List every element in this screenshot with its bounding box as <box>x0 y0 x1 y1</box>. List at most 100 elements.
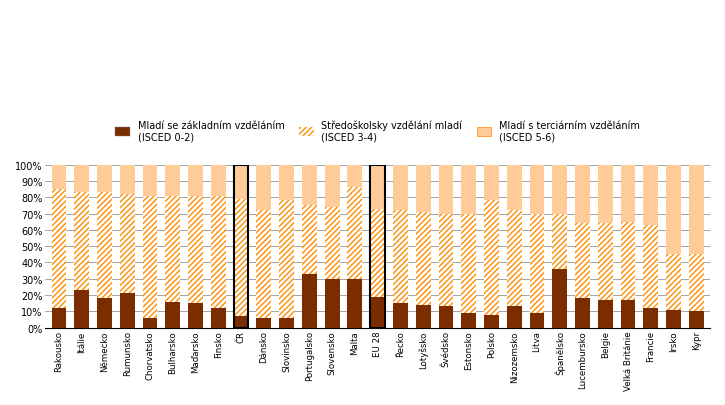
Bar <box>415 165 431 212</box>
Bar <box>666 310 681 328</box>
Bar <box>325 279 339 328</box>
Bar <box>233 316 249 328</box>
Bar <box>233 165 249 328</box>
Bar <box>188 303 203 328</box>
Bar <box>621 300 635 328</box>
Bar <box>461 313 476 328</box>
Bar <box>689 165 704 255</box>
Bar <box>51 165 66 190</box>
Bar <box>439 214 453 307</box>
Bar <box>529 313 544 328</box>
Bar <box>279 201 294 318</box>
Bar <box>370 165 385 209</box>
Bar <box>97 298 112 328</box>
Bar <box>415 212 431 305</box>
Bar <box>188 196 203 303</box>
Bar <box>621 222 635 300</box>
Bar <box>74 290 89 328</box>
Bar <box>643 225 658 308</box>
Bar <box>484 315 499 328</box>
Bar <box>643 225 658 308</box>
Bar <box>347 188 362 279</box>
Bar <box>575 224 590 298</box>
Bar <box>120 165 135 194</box>
Bar <box>393 303 407 328</box>
Bar <box>507 165 521 211</box>
Bar <box>484 201 499 315</box>
Bar <box>439 307 453 328</box>
Bar <box>689 255 704 311</box>
Bar <box>643 308 658 328</box>
Bar <box>279 318 294 328</box>
Bar <box>575 224 590 298</box>
Bar <box>143 196 157 318</box>
Bar <box>97 193 112 298</box>
Bar <box>575 165 590 224</box>
Bar <box>666 255 681 310</box>
Bar <box>598 165 613 224</box>
Bar <box>552 214 567 269</box>
Bar <box>188 196 203 303</box>
Bar <box>143 196 157 318</box>
Bar <box>120 194 135 294</box>
Bar <box>347 279 362 328</box>
Bar <box>74 193 89 290</box>
Bar <box>211 308 225 328</box>
Bar <box>415 305 431 328</box>
Bar <box>370 209 385 297</box>
Legend: Mladí se základním vzděláním
(ISCED 0-2), Středoškolsky vzdělání mladí
(ISCED 3-: Mladí se základním vzděláním (ISCED 0-2)… <box>112 117 644 146</box>
Bar <box>666 255 681 310</box>
Bar <box>621 165 635 222</box>
Bar <box>302 274 317 328</box>
Bar <box>302 206 317 274</box>
Bar <box>598 300 613 328</box>
Bar <box>120 294 135 328</box>
Bar <box>51 190 66 308</box>
Bar <box>325 165 339 207</box>
Bar <box>598 224 613 300</box>
Bar <box>370 209 385 297</box>
Bar <box>370 297 385 328</box>
Bar <box>97 165 112 193</box>
Bar <box>211 196 225 308</box>
Bar <box>461 214 476 313</box>
Bar <box>439 165 453 214</box>
Bar <box>257 211 271 318</box>
Bar <box>666 165 681 255</box>
Bar <box>325 207 339 279</box>
Bar <box>165 196 180 302</box>
Bar <box>689 311 704 328</box>
Bar <box>257 318 271 328</box>
Bar <box>74 165 89 193</box>
Bar <box>552 165 567 214</box>
Bar <box>279 165 294 201</box>
Bar <box>51 308 66 328</box>
Bar <box>507 211 521 307</box>
Bar <box>621 222 635 300</box>
Bar <box>598 224 613 300</box>
Bar <box>484 201 499 315</box>
Bar <box>439 214 453 307</box>
Bar <box>143 165 157 196</box>
Bar <box>257 211 271 318</box>
Bar <box>233 199 249 316</box>
Bar <box>302 165 317 206</box>
Bar <box>484 165 499 201</box>
Bar <box>461 165 476 214</box>
Bar <box>461 214 476 313</box>
Bar <box>302 206 317 274</box>
Bar <box>257 165 271 211</box>
Bar <box>507 211 521 307</box>
Bar <box>165 165 180 196</box>
Bar <box>347 188 362 279</box>
Bar <box>393 165 407 211</box>
Bar <box>165 196 180 302</box>
Bar <box>143 318 157 328</box>
Bar <box>188 165 203 196</box>
Bar <box>233 199 249 316</box>
Bar <box>393 211 407 303</box>
Bar <box>393 211 407 303</box>
Bar <box>552 214 567 269</box>
Bar <box>575 298 590 328</box>
Bar <box>507 307 521 328</box>
